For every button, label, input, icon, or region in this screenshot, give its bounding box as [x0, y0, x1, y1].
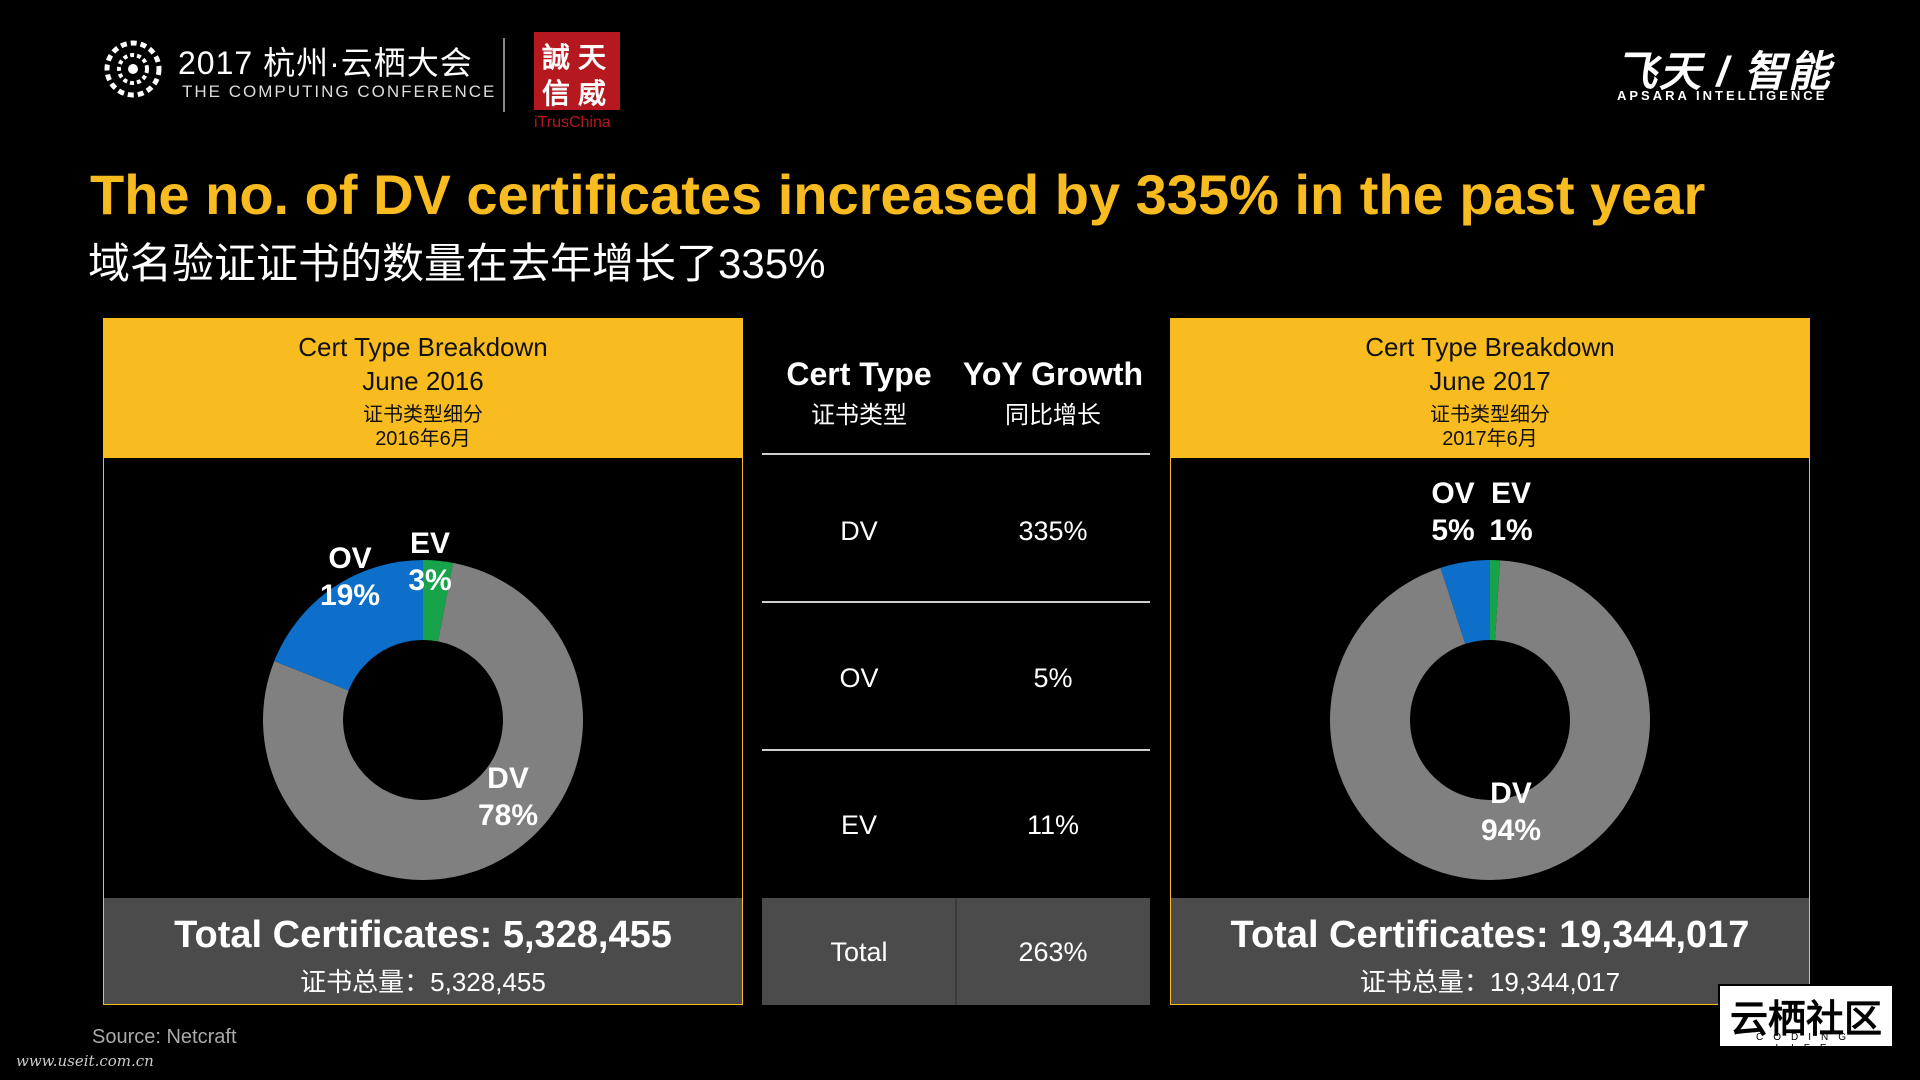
table-cell: 335%: [1018, 516, 1088, 546]
conference-subtitle: THE COMPUTING CONFERENCE: [182, 82, 497, 101]
slice-ev: [423, 560, 453, 642]
chart-panel-2017: Cert Type Breakdown June 2017 证书类型细分 201…: [1170, 318, 1810, 1005]
slice-label-ev: EV: [410, 527, 450, 560]
slice-value-ov: 5%: [1431, 514, 1474, 547]
table-header-label-cn: 同比增长: [1005, 402, 1101, 429]
brand-cn: 飞天 / 智能: [1615, 48, 1833, 95]
table-header-label: Cert Type: [786, 356, 932, 392]
brand-en: APSARA INTELLIGENCE: [1617, 88, 1828, 103]
slice-value-dv: 78%: [478, 799, 538, 832]
brand-logo: 飞天 / 智能 APSARA INTELLIGENCE: [1615, 38, 1830, 108]
chart-panel-2016: Cert Type Breakdown June 2016 证书类型细分 201…: [103, 318, 743, 1005]
total-label: Total Certificates: 19,344,017: [1230, 914, 1750, 956]
chart-title-cn: 证书类型细分: [1430, 404, 1550, 426]
chart-title: Cert Type Breakdown: [1365, 332, 1615, 362]
table-header: YoY Growth 同比增长: [956, 356, 1150, 430]
panel-header: Cert Type Breakdown June 2017 证书类型细分 201…: [1171, 319, 1809, 458]
table-header: Cert Type 证书类型: [762, 356, 956, 430]
watermark: www.useit.com.cn: [16, 1052, 154, 1070]
table-divider: [955, 898, 957, 1005]
slice-label-ov: OV: [1431, 477, 1474, 510]
slice-ov: [1440, 560, 1490, 644]
conference-logo: 2017 杭州·云栖大会 THE COMPUTING CONFERENCE: [100, 34, 494, 114]
donut-chart-2017: DV 94% OV 5% EV 1%: [1330, 477, 1650, 880]
slice-label-ov: OV: [328, 542, 371, 575]
panel-header: Cert Type Breakdown June 2016 证书类型细分 201…: [104, 319, 742, 458]
table-cell: OV: [839, 663, 879, 693]
total-label-cn: 证书总量：19,344,017: [1359, 967, 1621, 997]
total-label: Total Certificates: 5,328,455: [174, 914, 672, 956]
slice-dv: [1330, 560, 1650, 880]
page-title-cn: 域名验证证书的数量在去年增长了335%: [88, 240, 826, 287]
partner-stamp-char: 威: [578, 77, 607, 110]
logo-divider: [503, 38, 505, 112]
slice-label-dv: DV: [487, 762, 529, 795]
table-cell: Total: [830, 937, 888, 967]
conference-title: 2017 杭州·云栖大会: [178, 45, 473, 81]
partner-logo: 誠 天 信 威 iTrusChina: [534, 22, 624, 132]
community-logo: 云栖社区 CODING LIFE: [1718, 984, 1894, 1054]
slice-value-ov: 19%: [320, 579, 380, 612]
conference-mark-icon: [104, 40, 162, 98]
community-logo-cn: 云栖社区: [1729, 999, 1882, 1041]
partner-stamp-char: 誠: [542, 41, 571, 74]
slice-value-dv: 94%: [1481, 814, 1541, 847]
table-rule: [762, 453, 1150, 455]
chart-subtitle: June 2016: [362, 366, 484, 396]
partner-stamp-char: 信: [542, 77, 571, 110]
table-header-label: YoY Growth: [962, 356, 1144, 392]
table-cell: EV: [840, 810, 878, 840]
table-cell: 11%: [1026, 810, 1080, 840]
growth-table: Cert Type 证书类型 YoY Growth 同比增长 DV 335% O…: [762, 340, 1150, 1005]
chart-title-cn: 证书类型细分: [363, 404, 483, 426]
table-cell: 263%: [1018, 937, 1088, 967]
chart-subtitle-cn: 2016年6月: [375, 428, 471, 450]
slice-ev: [1490, 560, 1501, 641]
table-total-row: Total 263%: [762, 898, 1150, 1005]
slice-label-dv: DV: [1490, 777, 1532, 810]
panel-footer: Total Certificates: 5,328,455 证书总量：5,328…: [104, 898, 742, 1004]
slice-dv: [262, 562, 583, 880]
table-rule: [762, 749, 1150, 751]
total-label-cn: 证书总量：5,328,455: [300, 967, 546, 997]
partner-name: iTrusChina: [534, 114, 611, 131]
source-note: Source: Netcraft: [92, 1026, 237, 1048]
table-cell: DV: [840, 516, 878, 546]
slice-value-ev: 1%: [1489, 514, 1532, 547]
table-cell: 5%: [1033, 663, 1073, 693]
partner-stamp-char: 天: [578, 41, 607, 74]
table-header-label-cn: 证书类型: [811, 402, 907, 429]
chart-subtitle-cn: 2017年6月: [1442, 428, 1538, 450]
slice-value-ev: 3%: [408, 564, 451, 597]
table-rule: [762, 601, 1150, 603]
community-logo-en: CODING LIFE: [1756, 1032, 1856, 1054]
chart-subtitle: June 2017: [1429, 366, 1551, 396]
chart-title: Cert Type Breakdown: [298, 332, 548, 362]
slice-ov: [274, 560, 423, 691]
page-title: The no. of DV certificates increased by …: [90, 163, 1706, 226]
donut-chart-2016: DV 78% OV 19% EV 3%: [262, 527, 583, 880]
slice-label-ev: EV: [1491, 477, 1531, 510]
panel-footer: Total Certificates: 19,344,017 证书总量：19,3…: [1171, 898, 1809, 1004]
partner-stamp: 誠 天 信 威: [534, 32, 620, 110]
